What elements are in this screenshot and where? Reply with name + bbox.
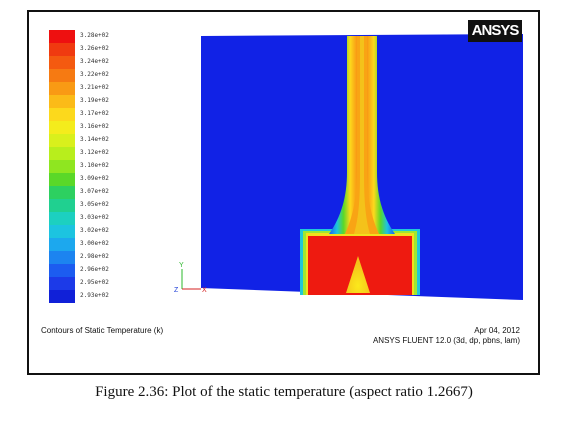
colorbar-level: 3.16e+02 — [49, 121, 109, 134]
colorbar-label: 3.14e+02 — [80, 136, 109, 143]
colorbar-label: 2.95e+02 — [80, 279, 109, 286]
colorbar-level: 3.07e+02 — [49, 186, 109, 199]
colorbar-level: 3.10e+02 — [49, 160, 109, 173]
colorbar-level: 3.21e+02 — [49, 82, 109, 95]
colorbar-level: 3.12e+02 — [49, 147, 109, 160]
colorbar-swatch — [49, 108, 75, 121]
colorbar-label: 2.93e+02 — [80, 292, 109, 299]
colorbar-level: 3.26e+02 — [49, 43, 109, 56]
colorbar-level: 2.98e+02 — [49, 251, 109, 264]
figure-caption: Figure 2.36: Plot of the static temperat… — [95, 384, 473, 400]
colorbar-swatch — [49, 121, 75, 134]
colorbar-level: 3.14e+02 — [49, 134, 109, 147]
colorbar-label: 3.00e+02 — [80, 240, 109, 247]
colorbar-label: 3.19e+02 — [80, 97, 109, 104]
plot-info: Apr 04, 2012 ANSYS FLUENT 12.0 (3d, dp, … — [373, 326, 520, 346]
colorbar-swatch — [49, 225, 75, 238]
colorbar-swatch — [49, 134, 75, 147]
axis-z-label: Z — [174, 287, 179, 294]
colorbar-label: 3.05e+02 — [80, 201, 109, 208]
colorbar-swatch — [49, 43, 75, 56]
figure-frame: Y Z X 3.28e+02 3.26e+02 3.24e+02 3.22e+02 3.… — [27, 10, 540, 375]
colorbar-level: 2.95e+02 — [49, 277, 109, 290]
colorbar-swatch — [49, 212, 75, 225]
colorbar-label: 3.12e+02 — [80, 149, 109, 156]
axis-triad: Y Z X — [174, 262, 207, 294]
ansys-logo: ANSYS — [468, 20, 522, 42]
colorbar-label: 3.03e+02 — [80, 214, 109, 221]
colorbar-swatch — [49, 95, 75, 108]
colorbar-label: 3.16e+02 — [80, 123, 109, 130]
colorbar-label: 3.17e+02 — [80, 110, 109, 117]
colorbar-swatch — [49, 199, 75, 212]
colorbar-swatch — [49, 264, 75, 277]
colorbar-level: 3.28e+02 — [49, 30, 109, 43]
colorbar-level: 3.19e+02 — [49, 95, 109, 108]
colorbar-level: 3.00e+02 — [49, 238, 109, 251]
colorbar-swatch — [49, 160, 75, 173]
colorbar-label: 3.10e+02 — [80, 162, 109, 169]
colorbar-swatch — [49, 147, 75, 160]
colorbar-level: 3.05e+02 — [49, 199, 109, 212]
colorbar-label: 2.96e+02 — [80, 266, 109, 273]
colorbar-label: 3.26e+02 — [80, 45, 109, 52]
colorbar-label: 3.09e+02 — [80, 175, 109, 182]
colorbar-label: 3.21e+02 — [80, 84, 109, 91]
solver-info: ANSYS FLUENT 12.0 (3d, dp, pbns, lam) — [372, 336, 520, 345]
colorbar-swatch — [49, 56, 75, 69]
colorbar-label: 3.07e+02 — [80, 188, 109, 195]
colorbar-swatch — [49, 69, 75, 82]
colorbar-label: 3.28e+02 — [80, 32, 109, 39]
colorbar-level: 2.93e+02 — [49, 290, 109, 303]
colorbar-level: 3.24e+02 — [49, 56, 109, 69]
axis-x-label: X — [202, 287, 207, 294]
colorbar-level: 3.02e+02 — [49, 225, 109, 238]
colorbar-level: 3.09e+02 — [49, 173, 109, 186]
colorbar-label: 3.02e+02 — [80, 227, 109, 234]
axis-y-label: Y — [179, 262, 184, 269]
colorbar-swatch — [49, 173, 75, 186]
colorbar-level: 3.03e+02 — [49, 212, 109, 225]
colorbar-label: 3.22e+02 — [80, 71, 109, 78]
colorbar-label: 3.24e+02 — [80, 58, 109, 65]
heat-source — [346, 256, 370, 293]
colorbar-swatch — [49, 251, 75, 264]
plot-date: Apr 04, 2012 — [474, 326, 520, 335]
contour-plot: Y Z X — [174, 34, 523, 300]
colorbar-level: 2.96e+02 — [49, 264, 109, 277]
colorbar-label: 2.98e+02 — [80, 253, 109, 260]
colorbar-swatch — [49, 290, 75, 303]
colorbar-swatch — [49, 30, 75, 43]
plot-title: Contours of Static Temperature (k) — [41, 326, 164, 335]
colorbar-legend: 3.28e+02 3.26e+02 3.24e+02 3.22e+02 3.21e+02… — [49, 30, 109, 303]
colorbar-swatch — [49, 82, 75, 95]
colorbar-swatch — [49, 186, 75, 199]
colorbar-swatch — [49, 238, 75, 251]
colorbar-level: 3.22e+02 — [49, 69, 109, 82]
colorbar-level: 3.17e+02 — [49, 108, 109, 121]
colorbar-swatch — [49, 277, 75, 290]
